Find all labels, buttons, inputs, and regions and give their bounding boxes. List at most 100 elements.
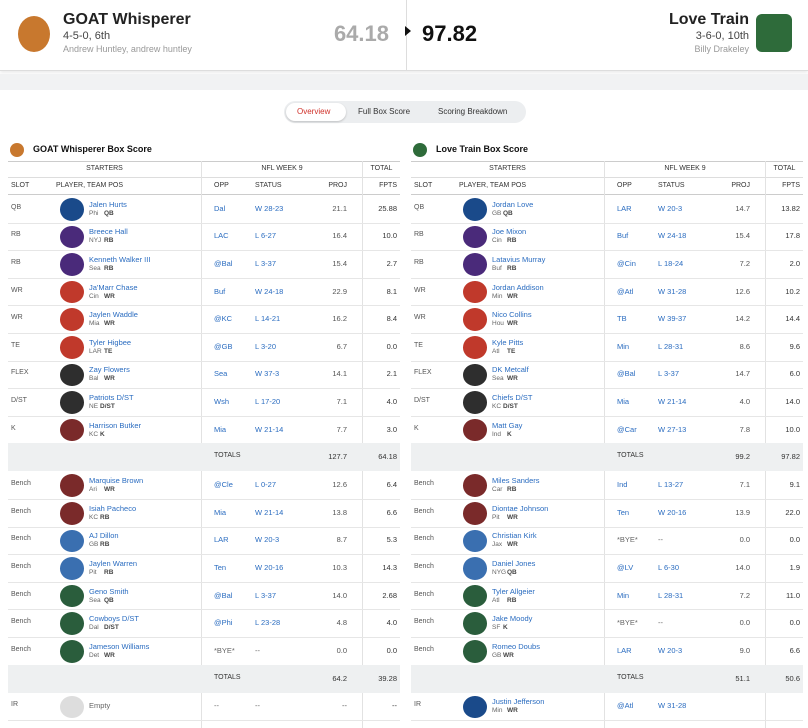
opponent[interactable]: @Phi [214, 618, 233, 628]
game-status[interactable]: L 18-24 [658, 259, 684, 268]
player-name[interactable]: Jaylen Warren [89, 559, 138, 568]
game-status[interactable]: L 3-37 [658, 369, 679, 379]
game-status[interactable]: L 14-21 [255, 314, 281, 324]
opponent[interactable]: LAR [617, 203, 632, 213]
opponent[interactable]: Mia [214, 507, 227, 517]
player-name[interactable]: Jordan Addison [492, 282, 544, 292]
opponent[interactable]: LAR [617, 645, 632, 655]
game-status[interactable]: W 20-3 [255, 535, 280, 545]
player-name[interactable]: Christian Kirk [492, 531, 537, 541]
player-name[interactable]: Patriots D/ST [89, 393, 134, 402]
game-status[interactable]: W 20-3 [658, 203, 683, 213]
game-status[interactable]: W 37-3 [255, 369, 280, 379]
player-name[interactable]: Geno Smith [89, 586, 129, 596]
game-status[interactable]: W 24-18 [255, 286, 284, 296]
game-status[interactable]: L 28-31 [658, 590, 684, 600]
opponent[interactable]: *BYE* [617, 618, 638, 628]
game-status[interactable]: W 21-14 [658, 397, 687, 406]
player-name[interactable]: Justin Jefferson [492, 697, 545, 707]
opponent[interactable]: @LV [617, 563, 634, 572]
game-status[interactable]: L 23-28 [255, 618, 281, 628]
opponent[interactable]: @Cin [617, 259, 636, 268]
team-name[interactable]: Love Train [668, 11, 749, 28]
game-status[interactable]: W 21-14 [255, 507, 284, 517]
player-name[interactable]: Cowboys D/ST [89, 614, 140, 624]
game-status[interactable]: L 6-27 [255, 231, 276, 241]
player-name[interactable]: Jake Moody [492, 614, 533, 624]
opponent[interactable]: Mia [214, 424, 227, 434]
player-name[interactable]: Kyle Pitts [492, 337, 524, 347]
opponent[interactable]: LAR [214, 535, 229, 545]
opponent[interactable]: @GB [214, 341, 233, 351]
player-name[interactable]: Romeo Doubs [492, 641, 540, 651]
game-status[interactable]: L 3-20 [255, 341, 276, 351]
player-name[interactable]: Daniel Jones [492, 559, 536, 568]
player-name[interactable]: Kenneth Walker III [89, 255, 151, 264]
player-name[interactable]: Latavius Murray [492, 255, 546, 264]
game-status[interactable]: L 3-37 [255, 259, 276, 268]
game-status[interactable]: W 28-23 [255, 203, 284, 213]
opponent[interactable]: @Cle [214, 480, 233, 490]
game-status[interactable]: W 31-28 [658, 701, 687, 711]
game-status[interactable]: W 27-13 [658, 424, 687, 434]
opponent[interactable]: @Atl [617, 701, 634, 711]
player-name[interactable]: Jaylen Waddle [89, 310, 138, 320]
game-status[interactable]: W 21-14 [255, 424, 284, 434]
game-status[interactable]: L 6-30 [658, 563, 679, 572]
game-status[interactable]: W 20-16 [658, 507, 687, 517]
opponent[interactable]: TB [617, 314, 627, 324]
game-status[interactable]: L 0-27 [255, 480, 276, 490]
opponent[interactable]: @Atl [617, 286, 634, 296]
player-name[interactable]: Chiefs D/ST [492, 393, 533, 402]
game-status[interactable]: L 28-31 [658, 341, 684, 351]
player-name[interactable]: Jameson Williams [89, 641, 150, 651]
tab[interactable]: Full Box Score [358, 107, 411, 116]
opponent[interactable]: Ind [617, 480, 628, 490]
player-name[interactable]: Zay Flowers [89, 365, 130, 375]
opponent[interactable]: *BYE* [617, 535, 638, 545]
player-name[interactable]: Isiah Pacheco [89, 503, 137, 513]
opponent[interactable]: Buf [214, 286, 226, 296]
opponent[interactable]: Buf [617, 231, 629, 241]
opponent[interactable]: Ten [617, 507, 630, 517]
player-name[interactable]: Diontae Johnson [492, 503, 549, 513]
player-name[interactable]: Harrison Butker [89, 420, 142, 430]
game-status[interactable]: W 20-3 [658, 645, 683, 655]
opponent[interactable]: @Car [617, 424, 637, 434]
player-name[interactable]: Miles Sanders [492, 476, 540, 486]
player-name[interactable]: Nico Collins [492, 310, 532, 320]
game-status[interactable]: L 13-27 [658, 480, 684, 490]
opponent[interactable]: Mia [617, 397, 630, 406]
opponent[interactable]: *BYE* [214, 645, 235, 655]
opponent[interactable]: Min [617, 590, 630, 600]
player-name[interactable]: Jordan Love [492, 199, 534, 209]
tab[interactable]: Scoring Breakdown [438, 107, 508, 116]
opponent[interactable]: Sea [214, 369, 228, 379]
opponent[interactable]: Ten [214, 563, 227, 572]
player-name[interactable]: DK Metcalf [492, 365, 529, 375]
opponent[interactable]: Min [617, 341, 630, 351]
player-name[interactable]: Ja'Marr Chase [89, 282, 138, 292]
player-name[interactable]: Tyler Higbee [89, 337, 132, 347]
player-name[interactable]: Jalen Hurts [89, 199, 127, 209]
team-name[interactable]: GOAT Whisperer [63, 11, 191, 28]
game-status[interactable]: W 31-28 [658, 286, 687, 296]
opponent[interactable]: @Bal [214, 259, 233, 268]
opponent[interactable]: @Bal [617, 369, 636, 379]
opponent[interactable]: Dal [214, 203, 226, 213]
game-status[interactable]: W 24-18 [658, 231, 687, 241]
opponent[interactable]: @Bal [214, 590, 233, 600]
player-name[interactable]: Matt Gay [492, 420, 523, 430]
player-name[interactable]: Tyler Allgeier [492, 586, 535, 596]
game-status[interactable]: L 3-37 [255, 590, 276, 600]
game-status[interactable]: W 20-16 [255, 563, 284, 572]
player-name[interactable]: Joe Mixon [492, 227, 527, 237]
game-status[interactable]: L 17-20 [255, 397, 281, 406]
opponent[interactable]: Wsh [214, 397, 229, 406]
game-status[interactable]: W 39-37 [658, 314, 687, 324]
opponent[interactable]: LAC [214, 231, 229, 241]
opponent[interactable]: @KC [214, 314, 233, 324]
player-name[interactable]: Breece Hall [89, 227, 128, 237]
player-name[interactable]: AJ Dillon [89, 531, 119, 541]
tab[interactable]: Overview [297, 107, 331, 116]
